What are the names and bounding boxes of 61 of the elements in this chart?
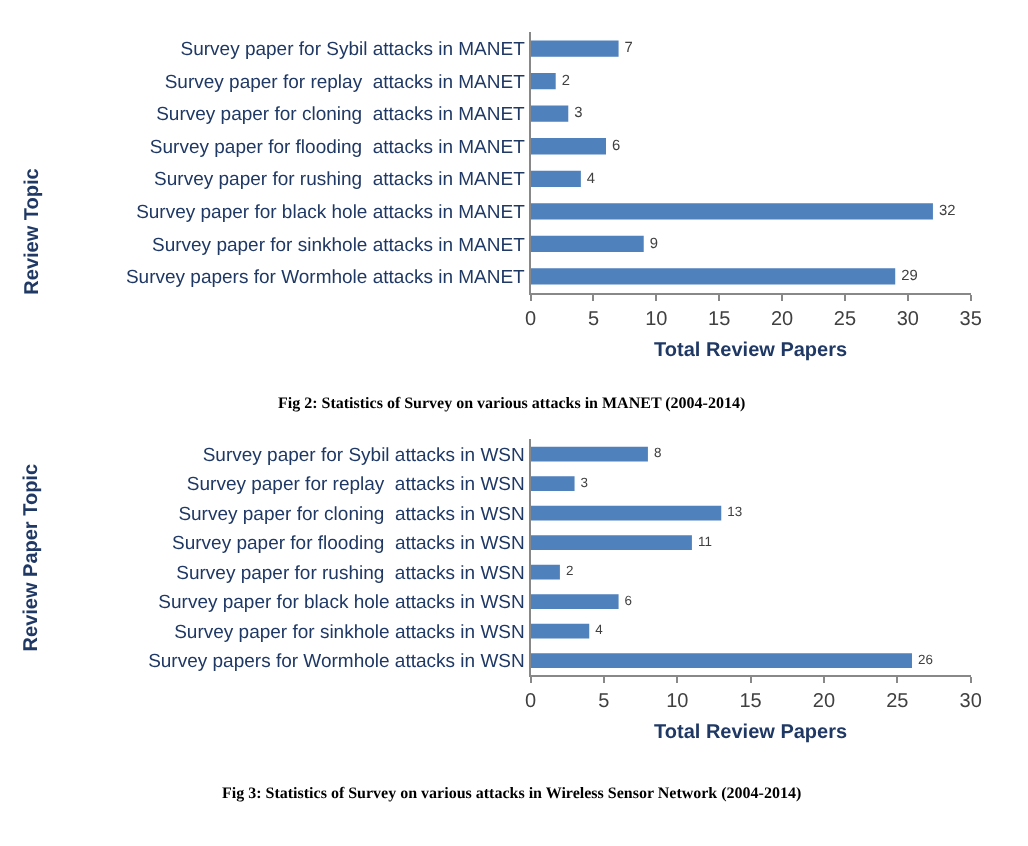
bar (530, 446, 648, 462)
bar (530, 564, 560, 580)
x-tick-label: 0 (525, 691, 537, 714)
y-tick-label: Survey paper for flooding attacks in MANET (149, 136, 526, 159)
y-tick-label: Survey paper for Sybil attacks in WSN (202, 444, 526, 467)
x-tick-label: 35 (959, 308, 983, 331)
y-tick-label: Survey papers for Wormhole attacks in MANET (125, 267, 526, 290)
bar (530, 623, 590, 639)
data-label: 2 (561, 70, 570, 89)
x-axis-title: Total Review Papers (654, 722, 848, 745)
bar (530, 505, 722, 521)
x-tick-label: 10 (645, 308, 669, 331)
bar (530, 203, 933, 220)
x-tick-label: 0 (525, 308, 537, 331)
x-tick-label: 15 (708, 308, 732, 331)
bar (530, 535, 692, 550)
y-tick-label: Survey paper for rushing attacks in MANET (154, 169, 526, 192)
caption: Fig 2: Statistics of Survey on various attacks in MANET (2004-2014) (278, 394, 746, 412)
y-tick-label: Survey paper for flooding attacks in WSN (172, 533, 526, 556)
caption: Fig 3: Statistics of Survey on various attacks in Wireless Sensor Network (2004-2014) (222, 784, 802, 802)
y-tick-label: Survey paper for black hole attacks in WSN (158, 592, 526, 615)
x-tick-label: 25 (886, 691, 910, 714)
bar (530, 653, 912, 668)
bar (530, 138, 606, 155)
bar (530, 476, 575, 491)
y-tick-label: Survey paper for cloning attacks in MANET (156, 104, 526, 127)
bar (530, 268, 896, 285)
bar (530, 170, 581, 187)
data-label: 7 (624, 38, 633, 57)
y-tick-label: Survey paper for replay attacks in MANET (164, 71, 526, 94)
y-axis-title: Review Paper Topic (20, 463, 43, 652)
y-tick-label: Survey paper for rushing attacks in WSN (176, 562, 526, 585)
data-label: 29 (901, 266, 918, 285)
x-axis-title: Total Review Papers (654, 339, 848, 362)
bar (530, 72, 556, 90)
x-tick-label: 30 (959, 691, 983, 714)
y-tick-label: Survey paper for Sybil attacks in MANET (180, 39, 526, 62)
data-label: 6 (611, 135, 621, 154)
x-tick-label: 25 (833, 308, 857, 331)
y-tick-label: Survey paper for sinkhole attacks in WSN (174, 621, 526, 644)
y-tick-label: Survey paper for cloning attacks in WSN (178, 503, 526, 526)
data-label: 4 (586, 168, 596, 187)
data-label: 3 (574, 103, 583, 122)
bar (530, 40, 619, 57)
y-tick-label: Survey papers for Wormhole attacks in WSN (148, 651, 526, 674)
x-tick-label: 15 (739, 691, 763, 714)
x-tick-label: 10 (666, 691, 690, 714)
data-label: 9 (649, 233, 658, 252)
x-tick-label: 20 (770, 308, 795, 331)
y-tick-label: Survey paper for replay attacks in WSN (186, 474, 526, 497)
y-tick-label: Survey paper for sinkhole attacks in MANET (151, 234, 526, 257)
bar (530, 105, 569, 122)
x-tick-label: 5 (598, 691, 611, 714)
bar (530, 594, 619, 609)
x-tick-label: 20 (812, 691, 836, 714)
x-tick-label: 30 (896, 308, 920, 331)
data-label: 32 (938, 201, 956, 220)
bar (530, 235, 644, 253)
y-axis-title: Review Topic (21, 167, 44, 295)
x-tick-label: 5 (587, 308, 600, 331)
y-tick-label: Survey paper for black hole attacks in MANET (136, 202, 526, 225)
